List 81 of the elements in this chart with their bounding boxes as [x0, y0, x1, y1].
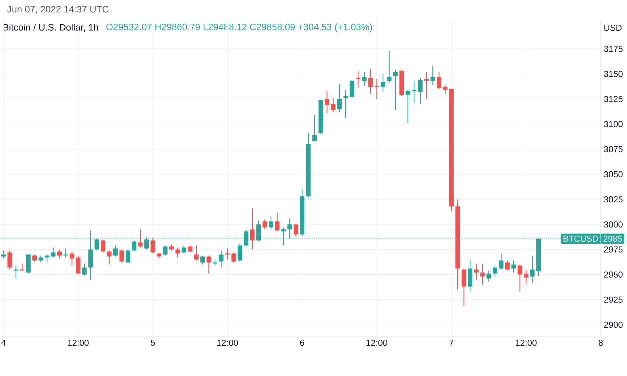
candlestick	[163, 245, 168, 256]
candlestick	[380, 74, 386, 93]
candlestick	[418, 78, 423, 105]
candlestick	[337, 84, 342, 113]
candlestick	[126, 249, 130, 264]
candlestick	[368, 68, 374, 95]
candlestick	[474, 263, 479, 280]
candlestick	[206, 255, 212, 274]
candlestick	[462, 268, 466, 306]
candlestick	[505, 260, 510, 272]
x-tick-label: 7	[450, 340, 454, 346]
candlestick	[150, 237, 156, 254]
y-tick-label: 3075	[604, 146, 623, 152]
candlestick	[138, 229, 143, 248]
candlestick	[300, 189, 305, 238]
x-tick-label: 12:00	[218, 340, 238, 346]
ref-line-label: BTCUSD	[564, 236, 598, 242]
candlestick	[107, 250, 112, 266]
candlestick	[200, 255, 206, 266]
candlestick	[26, 254, 31, 274]
y-tick-label: 3150	[604, 71, 623, 78]
y-tick-label: 2900	[604, 322, 623, 328]
x-tick-label: 5	[151, 340, 156, 346]
candlestick	[486, 270, 492, 282]
candlestick	[219, 250, 224, 268]
candlestick	[374, 78, 380, 100]
candlestick	[268, 216, 274, 230]
candlestick	[238, 243, 242, 262]
x-tick-label: 4	[2, 340, 6, 346]
annotation: 2985	[604, 236, 622, 242]
x-tick-label: 12:00	[516, 340, 537, 346]
x-tick-label: 6	[300, 340, 304, 346]
candlestick	[393, 70, 398, 111]
candlestick	[57, 249, 62, 260]
y-tick-label: 3025	[604, 196, 623, 203]
candlestick	[468, 259, 473, 292]
candlestick	[344, 90, 348, 119]
y-tick-label: 3175	[604, 46, 623, 52]
chart-subtitle: O29532.07 H29860.79 L29488.12 C29858.09 +304.53 (+1.03%)	[106, 24, 372, 32]
candlestick	[400, 70, 404, 97]
candlestick	[449, 88, 454, 212]
candlestick	[64, 248, 68, 258]
candlestick	[318, 100, 324, 135]
candlestick	[406, 90, 410, 124]
candlestick	[312, 114, 318, 142]
candlestick	[362, 72, 367, 87]
candlestick	[101, 239, 106, 254]
candlestick	[250, 208, 255, 250]
candlestick	[262, 219, 268, 230]
candlestick	[14, 265, 18, 280]
candlestick	[82, 263, 87, 276]
y-axis-title: USD	[604, 24, 622, 32]
candlestick	[356, 70, 361, 89]
candlestick	[113, 245, 118, 258]
y-tick-label: 3050	[604, 171, 623, 178]
candlestick	[20, 263, 25, 272]
y-tick-label: 2975	[604, 246, 623, 253]
x-tick-label: 12:00	[366, 340, 388, 346]
candlestick	[294, 223, 298, 238]
candlestick	[512, 260, 516, 274]
y-tick-label: 3125	[604, 96, 623, 102]
candlestick	[8, 250, 12, 270]
candlestick	[424, 72, 430, 100]
candlestick	[480, 263, 486, 286]
candlestick	[194, 245, 199, 262]
candlestick	[350, 80, 354, 98]
candlestick	[412, 80, 417, 104]
x-tick-label: 12:00	[68, 340, 89, 346]
y-tick-label: 3000	[604, 222, 623, 228]
y-tick-label: 2925	[604, 296, 623, 303]
candlestick	[275, 212, 280, 232]
candlestick	[306, 132, 311, 198]
candlestick	[176, 247, 180, 258]
candlestick	[430, 66, 436, 86]
candlestick	[120, 249, 124, 264]
candlestick	[387, 50, 392, 84]
candlestick	[456, 199, 460, 290]
text: Jun 07, 2022 14:37 UTC	[8, 6, 109, 14]
x-tick-label: 8	[598, 340, 604, 346]
y-tick-label: 3100	[604, 121, 623, 128]
y-tick-label: 2950	[604, 272, 623, 278]
